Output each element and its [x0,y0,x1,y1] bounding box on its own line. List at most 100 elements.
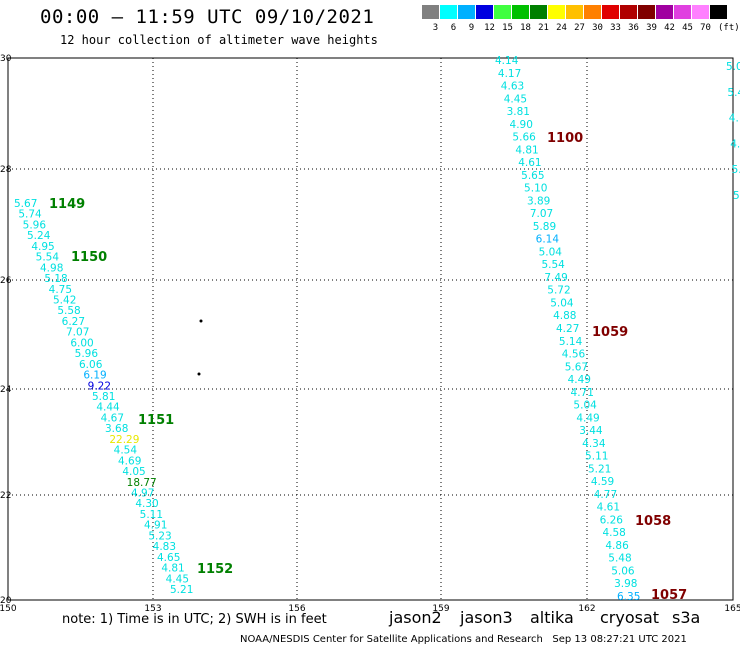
legend-label: 24 [556,23,567,33]
lat-tick-label: 22 [0,491,11,501]
legend-swatch [476,5,493,19]
wave-height-label: 4.81 [515,144,538,156]
wave-height-label: 5 [733,190,740,202]
wave-height-label: 5.18 [44,273,67,285]
wave-height-label: 3.44 [579,425,603,437]
wave-height-label: 3.89 [527,195,550,207]
wave-height-label: 5.0 [726,61,740,73]
wave-height-label: 3.98 [614,578,637,590]
lon-tick-label: 165 [724,604,740,614]
lat-tick-label: 28 [0,165,12,175]
legend-swatch [602,5,619,19]
wave-height-label: 18.77 [127,477,157,489]
wave-height-label: 4. [730,138,740,150]
legend-label: 9 [468,23,475,33]
legend-swatch [674,5,691,19]
wave-height-label: 5.23 [148,530,171,542]
wave-height-label: 5.11 [585,451,608,463]
wave-height-label: 4.98 [40,262,63,274]
lat-tick-label: 20 [0,596,12,606]
wave-height-label: 5.21 [588,463,611,475]
wave-height-label: 4.59 [591,476,614,488]
wave-height-label: 5.04 [573,400,597,412]
wave-height-label: 5.4 [727,87,740,99]
wave-height-label: 5.74 [18,209,42,221]
wave-height-label: 7.07 [530,208,553,220]
legend-swatch [548,5,565,19]
wave-height-label: 4.45 [166,573,189,585]
wave-height-label: 6.26 [600,514,624,526]
legend-label: 30 [592,23,603,33]
lat-tick-label: 30 [0,54,12,64]
wave-height-label: 6.06 [79,359,103,371]
wave-height-label: 5.65 [521,170,544,182]
wave-height-label: 4.30 [135,498,158,510]
lat-tick-label: 24 [0,385,12,395]
legend-swatch [692,5,709,19]
legend-swatch [512,5,529,19]
wave-height-label: 4.90 [510,119,533,131]
lon-tick-label: 150 [0,604,17,614]
wave-height-label: 4.56 [562,349,586,361]
pass-time-label: 1059 [592,325,628,340]
wave-height-label: 4.44 [96,402,120,414]
wave-height-label: 5.21 [170,584,193,596]
lon-tick-label: 159 [432,604,449,614]
wave-height-label: 4.91 [144,520,167,532]
legend-label: 15 [502,23,513,33]
lon-tick-label: 156 [288,604,305,614]
wave-height-label: 4.17 [498,68,521,80]
wave-height-label: 5. [732,164,740,176]
wave-height-label: 4.83 [153,541,176,553]
wave-height-label: 4.77 [594,489,617,501]
wave-height-label: 6.14 [536,234,560,246]
wave-height-label: 4.45 [504,93,527,105]
map-subtitle: 12 hour collection of altimeter wave hei… [60,33,378,47]
wave-height-label: 5.58 [57,305,80,317]
legend-label: 18 [520,23,531,33]
legend-swatch [458,5,475,19]
satellite-s3a: s3a [672,608,701,627]
wave-height-label: 5.66 [512,132,536,144]
legend-swatch [638,5,655,19]
legend-swatch [620,5,637,19]
pass-time-label: 1150 [71,250,107,265]
wave-height-label: 5.54 [541,259,565,271]
legend-swatch [530,5,547,19]
legend-label: 12 [484,23,495,33]
footer-note: note: 1) Time is in UTC; 2) SWH is in fe… [62,612,327,627]
pass-time-label: 1151 [138,413,174,428]
wave-height-label: 5.67 [565,361,588,373]
wave-height-label: 5.54 [36,252,60,264]
map-frame [7,57,734,601]
wave-height-label: 6.27 [62,316,85,328]
satellite-jason2: jason2 [389,608,442,627]
satellite-altika: altika [530,608,574,627]
wave-height-label: 4.81 [161,563,184,575]
data-dot [197,372,201,376]
legend-swatch [566,5,583,19]
wave-height-label: 5.89 [533,221,556,233]
data-dot [199,319,203,323]
wave-height-label: 4.61 [597,502,620,514]
legend-unit: (ft) [718,23,740,33]
wave-height-label: 4.86 [605,540,629,552]
wave-height-label: 6.00 [70,337,93,349]
wave-height-label: 4.49 [576,412,599,424]
satellite-jason3: jason3 [460,608,513,627]
footer-credit: NOAA/NESDIS Center for Satellite Applica… [240,634,687,645]
wave-height-label: 3.81 [507,106,530,118]
legend-swatch [656,5,673,19]
lon-tick-label: 153 [144,604,161,614]
wave-height-label: 4.88 [553,310,576,322]
wave-height-label: 4.75 [49,284,72,296]
wave-height-label: 5.42 [53,295,76,307]
wave-height-label: 4.69 [118,455,141,467]
wave-height-label: 22.29 [109,434,139,446]
legend-swatch [422,5,439,19]
wave-height-label: 5.04 [550,297,574,309]
legend-swatch [440,5,457,19]
legend-label: 27 [574,23,585,33]
pass-time-label: 1058 [635,514,671,529]
